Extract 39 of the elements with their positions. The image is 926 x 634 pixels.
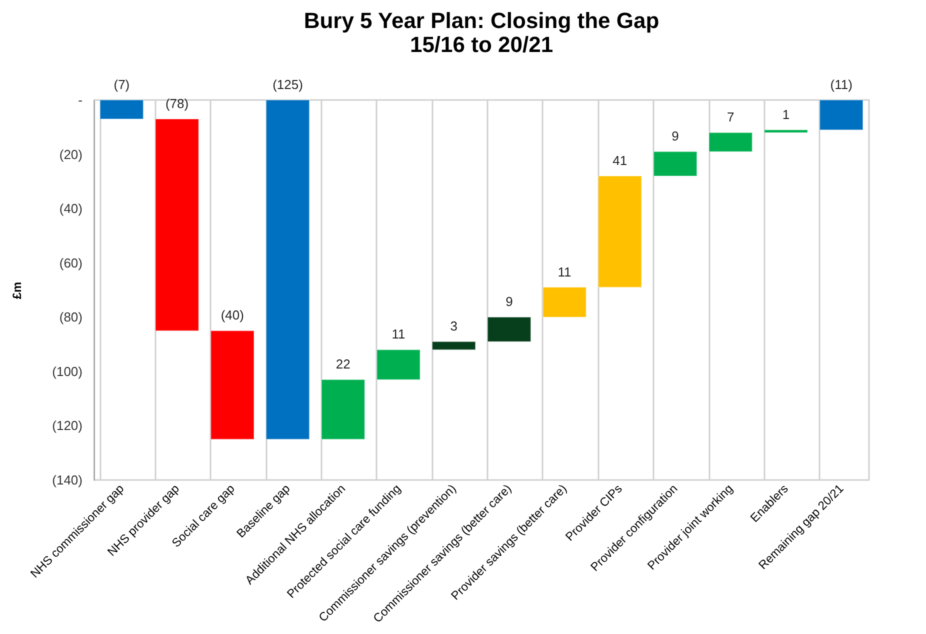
data-label: (40) [220,308,244,323]
data-label: (125) [272,77,303,92]
data-label: 9 [506,294,513,310]
bar [266,100,310,440]
data-label: 22 [336,356,350,372]
bar [100,100,144,120]
data-label: (78) [165,96,189,111]
data-label: 3 [450,318,458,334]
data-label: 11 [558,264,572,280]
bar [432,341,476,350]
bar [487,316,532,342]
y-tick-label: (140) [52,472,82,488]
data-label: 11 [392,326,406,342]
y-tick-label: (20) [59,146,82,162]
chart-title: Bury 5 Year Plan: Closing the Gap [304,8,660,33]
bar [819,100,864,130]
chart-subtitle: 15/16 to 20/21 [410,32,554,57]
bar [376,349,421,380]
bar [598,176,642,288]
data-label: 1 [782,106,790,122]
y-tick-label: (80) [59,310,82,325]
y-tick-label: (40) [59,201,82,216]
y-tick-label: (60) [59,255,82,270]
y-tick-label: (100) [52,364,82,379]
data-label: 9 [672,128,679,144]
y-axis-title: £m [10,282,24,300]
data-label: 7 [726,110,734,125]
bar [321,379,366,440]
bar [542,286,587,318]
bar [708,132,753,152]
data-label: (11) [830,77,852,92]
bar [210,330,254,440]
data-label: 41 [612,153,628,168]
y-tick-label: (120) [52,418,82,434]
data-label: (7) [114,77,130,92]
bar [154,118,200,332]
y-tick-label: - [78,92,82,108]
bar [653,151,698,176]
bar [764,129,808,134]
